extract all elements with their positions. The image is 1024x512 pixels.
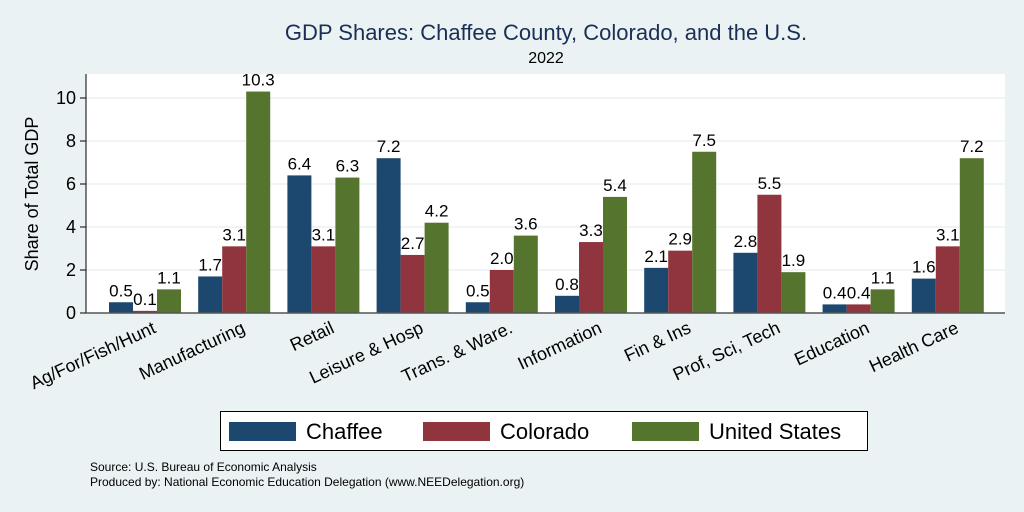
data-label-united-states: 1.9 (782, 251, 806, 270)
x-tick-label: Health Care (866, 317, 962, 376)
data-label-chaffee: 7.2 (377, 137, 401, 156)
bar-colorado (579, 242, 603, 313)
x-tick-label: Education (791, 317, 872, 369)
data-label-chaffee: 6.4 (288, 154, 312, 173)
bar-chaffee (733, 252, 758, 313)
y-tick-label: 10 (56, 88, 76, 108)
data-label-chaffee: 0.5 (466, 281, 490, 300)
legend: Chaffee Colorado United States (220, 411, 868, 451)
legend-label-united-states: United States (709, 419, 842, 444)
bar-united-states (157, 289, 181, 313)
bar-colorado (133, 310, 157, 313)
data-label-colorado: 3.1 (936, 225, 960, 244)
bar-united-states (870, 289, 895, 313)
data-label-united-states: 1.1 (157, 268, 181, 287)
bar-chaffee (376, 158, 401, 313)
bar-chaffee (287, 175, 312, 313)
data-label-colorado: 0.1 (133, 290, 157, 309)
legend-swatch-colorado (423, 422, 490, 441)
data-label-colorado: 2.7 (401, 234, 425, 253)
data-label-united-states: 7.2 (960, 137, 984, 156)
legend-label-chaffee: Chaffee (306, 419, 383, 444)
bar-colorado (222, 246, 247, 313)
y-tick-label: 6 (66, 174, 76, 194)
bar-colorado (757, 194, 782, 313)
data-label-united-states: 3.6 (514, 215, 538, 234)
legend-swatch-united-states (632, 422, 699, 441)
data-label-colorado: 0.4 (847, 283, 871, 302)
bar-chaffee (198, 276, 223, 313)
data-label-united-states: 1.1 (871, 268, 895, 287)
bar-united-states (424, 222, 449, 313)
data-label-chaffee: 2.1 (644, 247, 668, 266)
y-tick-label: 4 (66, 217, 76, 237)
data-label-colorado: 2.0 (490, 249, 514, 268)
bar-colorado (846, 304, 871, 313)
legend-item-united-states: United States (632, 419, 842, 444)
data-label-chaffee: 0.8 (555, 275, 579, 294)
data-label-chaffee: 2.8 (734, 232, 758, 251)
chart-subtitle: 2022 (528, 50, 564, 67)
y-tick-label: 0 (66, 303, 76, 323)
data-label-colorado: 5.5 (758, 174, 782, 193)
data-label-united-states: 10.3 (242, 71, 275, 90)
legend-item-colorado: Colorado (423, 419, 590, 444)
legend-item-chaffee: Chaffee (229, 419, 383, 444)
chart-title: GDP Shares: Chaffee County, Colorado, an… (284, 20, 808, 45)
bar-united-states (692, 151, 717, 313)
bar-colorado (311, 246, 336, 313)
y-tick-label: 8 (66, 131, 76, 151)
data-label-colorado: 3.3 (579, 221, 603, 240)
x-tick-label: Ag/For/Fish/Hunt (27, 317, 159, 393)
x-tick-label: Retail (287, 317, 337, 355)
bar-united-states (246, 91, 271, 313)
bar-colorado (400, 254, 425, 313)
produced-by-note: Produced by: National Economic Education… (90, 475, 525, 489)
bar-united-states (781, 272, 806, 313)
bar-united-states (959, 158, 984, 313)
bar-colorado (668, 250, 693, 313)
data-label-colorado: 3.1 (222, 225, 246, 244)
data-label-colorado: 3.1 (312, 225, 336, 244)
bar-united-states (603, 196, 627, 313)
bar-chaffee (555, 295, 579, 313)
data-label-united-states: 6.3 (336, 157, 360, 176)
bar-colorado (489, 270, 514, 313)
y-axis-label: Share of Total GDP (22, 117, 42, 272)
bar-united-states (335, 177, 360, 313)
data-label-united-states: 4.2 (425, 202, 449, 221)
data-label-chaffee: 0.4 (823, 283, 847, 302)
bar-chaffee (911, 278, 936, 313)
data-label-colorado: 2.9 (668, 230, 692, 249)
bar-chaffee (109, 302, 133, 313)
bar-united-states (513, 235, 538, 313)
legend-label-colorado: Colorado (500, 419, 590, 444)
x-tick-label: Information (515, 317, 605, 373)
data-label-united-states: 7.5 (692, 131, 716, 150)
bar-colorado (935, 246, 960, 313)
x-tick-label: Fin & Ins (621, 317, 694, 365)
bar-chaffee (822, 304, 847, 313)
bar-chaffee (644, 267, 669, 313)
source-note: Source: U.S. Bureau of Economic Analysis (90, 460, 317, 474)
data-label-chaffee: 1.7 (198, 255, 222, 274)
bar-chaffee (465, 302, 490, 313)
data-label-united-states: 5.4 (603, 176, 627, 195)
legend-swatch-chaffee (229, 422, 296, 441)
data-label-chaffee: 0.5 (109, 281, 133, 300)
data-label-chaffee: 1.6 (912, 258, 936, 277)
y-tick-label: 2 (66, 260, 76, 280)
